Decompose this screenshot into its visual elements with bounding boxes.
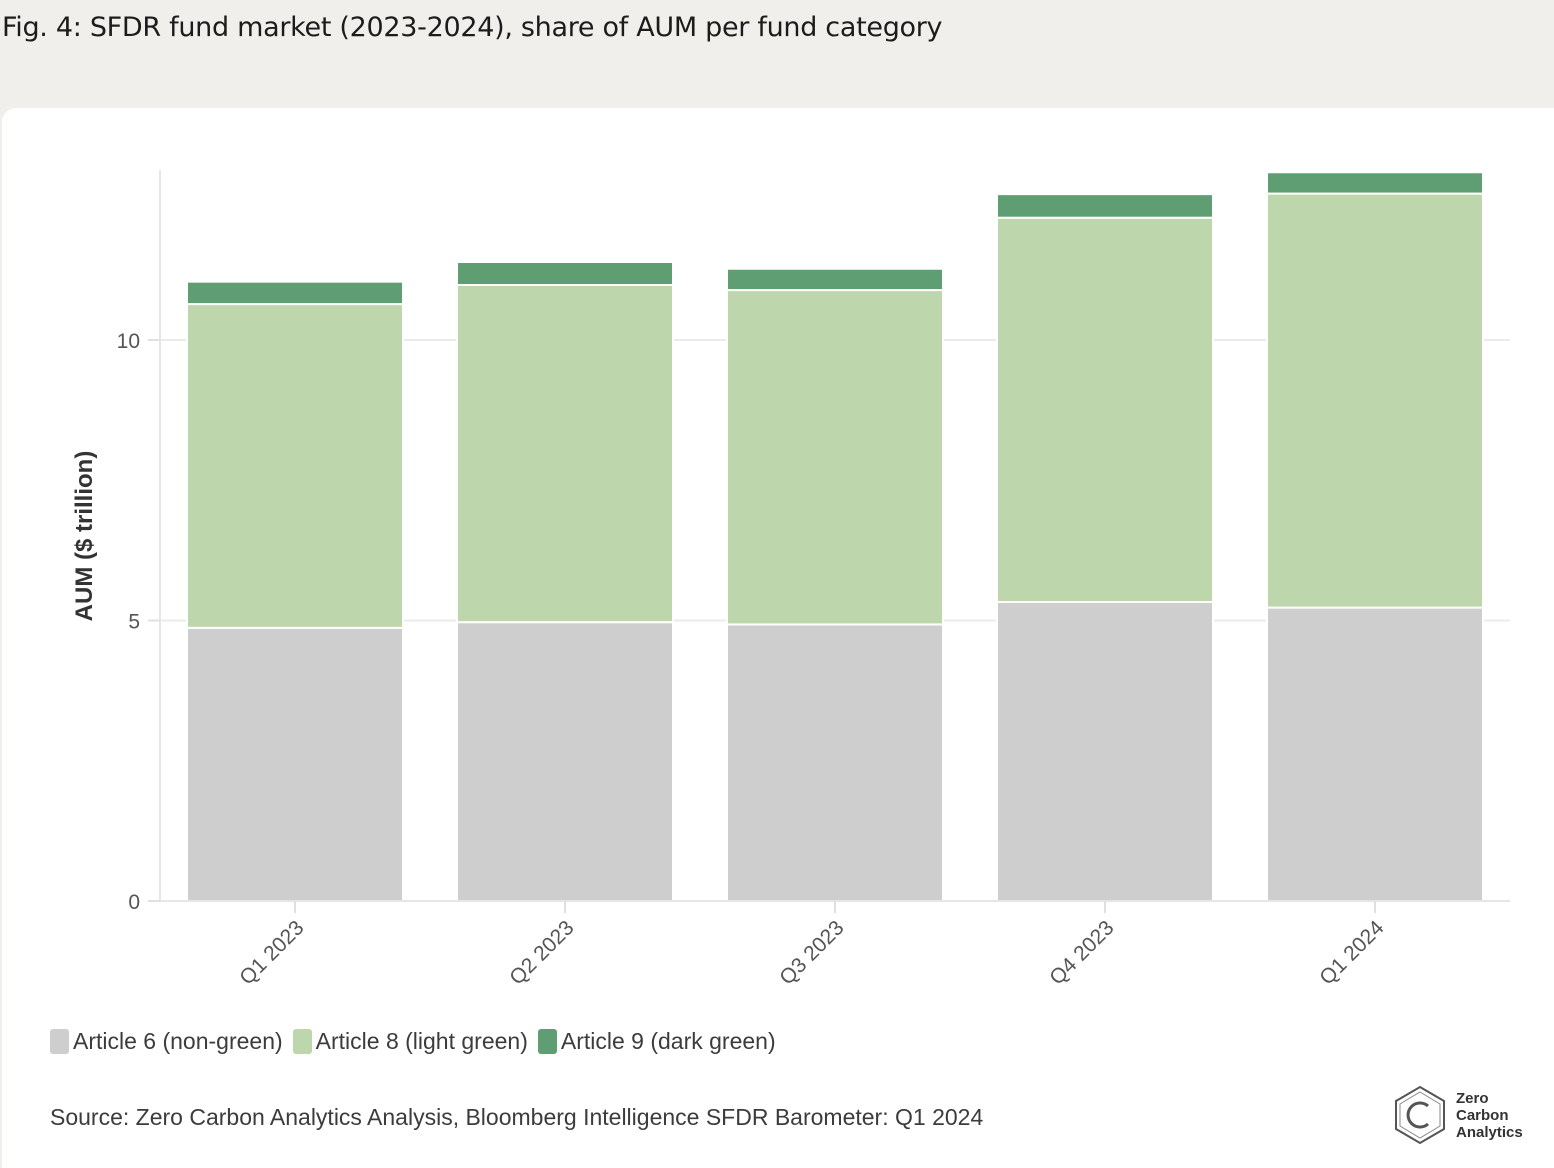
y-ticks: 0 5 10 xyxy=(117,330,160,914)
bar-segment-article-9[interactable] xyxy=(456,261,674,287)
bar-segment-article-8[interactable] xyxy=(996,216,1214,603)
bar-segment-article-6[interactable] xyxy=(456,621,674,902)
logo-line: Carbon xyxy=(1456,1106,1509,1124)
x-tick-label: Q2 2023 xyxy=(505,916,578,989)
logo-line: Analytics xyxy=(1456,1123,1523,1141)
legend-label: Article 6 (non-green) xyxy=(73,1028,283,1054)
bar-segment-article-6[interactable] xyxy=(726,623,944,902)
bar-segment-article-9[interactable] xyxy=(726,267,944,292)
legend-item-article-6[interactable]: Article 6 (non-green) xyxy=(50,1028,283,1055)
y-tick-label: 5 xyxy=(128,611,140,634)
bar-segment-article-6[interactable] xyxy=(996,600,1214,902)
legend-swatch xyxy=(50,1029,69,1054)
bar-segment-article-8[interactable] xyxy=(456,284,674,624)
y-tick-label: 10 xyxy=(117,330,140,353)
chart-legend: Article 6 (non-green) Article 8 (light g… xyxy=(50,1028,776,1055)
bar-segment-article-9[interactable] xyxy=(996,193,1214,219)
bar-segment-article-6[interactable] xyxy=(186,626,404,903)
legend-swatch xyxy=(537,1029,557,1054)
y-tick-label: 0 xyxy=(128,891,140,914)
bars xyxy=(186,171,1484,903)
bar-segment-article-9[interactable] xyxy=(1266,171,1484,195)
x-tick-label: Q1 2023 xyxy=(235,916,308,989)
legend-label: Article 9 (dark green) xyxy=(560,1028,776,1054)
legend-item-article-9[interactable]: Article 9 (dark green) xyxy=(537,1028,776,1055)
x-ticks: Q1 2023 Q2 2023 Q3 2023 Q4 2023 Q1 2024 xyxy=(235,901,1389,990)
bar-segment-article-9[interactable] xyxy=(186,280,404,306)
bar-segment-article-8[interactable] xyxy=(726,289,944,626)
legend-swatch xyxy=(292,1029,312,1054)
logo-text: Zero Carbon Analytics xyxy=(1456,1090,1523,1141)
x-tick-label: Q4 2023 xyxy=(1045,916,1118,989)
source-note: Source: Zero Carbon Analytics Analysis, … xyxy=(50,1104,984,1130)
figure-title: Fig. 4: SFDR fund market (2023-2024), sh… xyxy=(2,12,943,43)
x-tick-label: Q1 2024 xyxy=(1315,916,1388,989)
chart-plot: 0 5 10 Q1 2023 Q2 2023 Q3 2023 Q4 2023 Q1 2024… xyxy=(71,170,1510,990)
zero-carbon-analytics-logo: Zero Carbon Analytics xyxy=(1392,1084,1523,1146)
bar-segment-article-8[interactable] xyxy=(1266,192,1484,609)
bar-segment-article-6[interactable] xyxy=(1266,606,1484,902)
axes xyxy=(148,170,1510,902)
logo-line: Zero xyxy=(1456,1089,1489,1107)
bar-segment-article-8[interactable] xyxy=(186,303,404,629)
legend-item-article-8[interactable]: Article 8 (light green) xyxy=(292,1028,528,1055)
x-tick-label: Q3 2023 xyxy=(775,916,848,989)
y-axis-label: AUM ($ trillion) xyxy=(71,451,98,622)
hexagon-c-logo-icon xyxy=(1395,1085,1445,1145)
legend-label: Article 8 (light green) xyxy=(315,1028,528,1054)
